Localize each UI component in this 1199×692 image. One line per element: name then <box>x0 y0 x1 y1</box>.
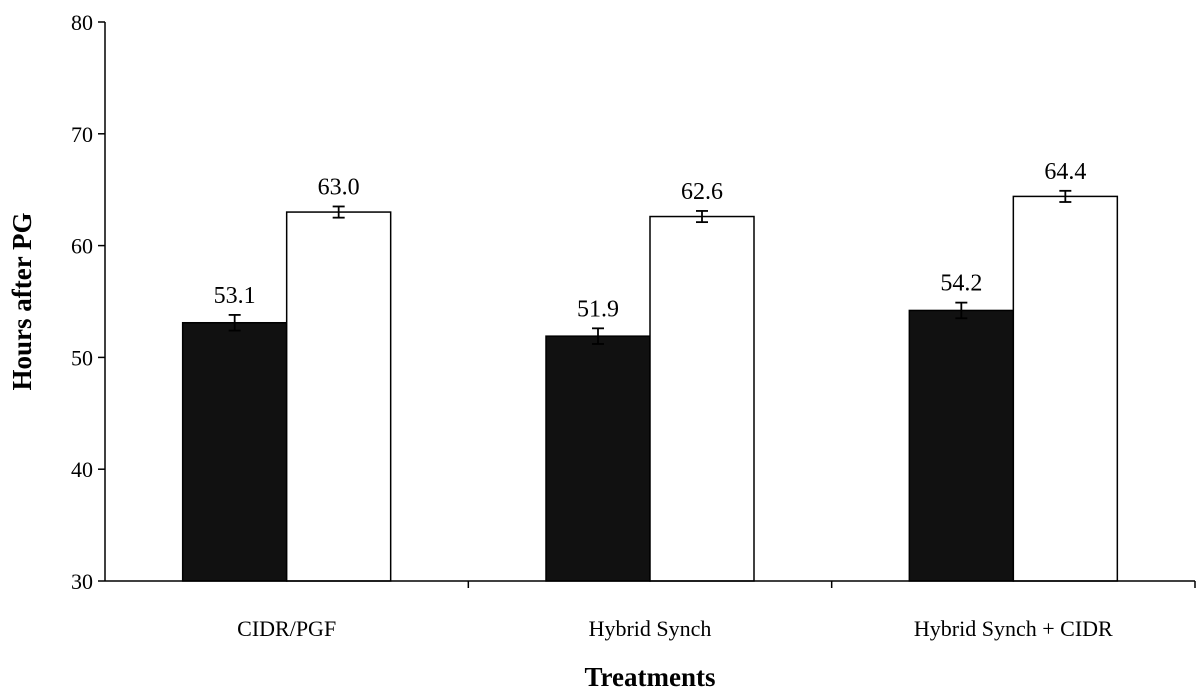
x-tick-label: Hybrid Synch <box>589 616 712 641</box>
data-label: 54.2 <box>940 271 982 297</box>
y-tick-label: 30 <box>71 569 93 594</box>
data-label: 64.4 <box>1044 159 1086 185</box>
x-tick-label: Hybrid Synch + CIDR <box>914 616 1113 641</box>
y-tick-label: 80 <box>71 10 93 35</box>
data-labels: 53.1 63.0 51.9 62.6 54.2 64.4 <box>214 159 1087 323</box>
bar <box>908 309 1015 582</box>
bar <box>649 215 755 582</box>
y-tick-label: 50 <box>71 345 93 370</box>
y-tick-label: 70 <box>71 122 93 147</box>
bar <box>181 321 288 582</box>
y-axis-ticks: 30 40 50 60 70 80 <box>71 10 105 594</box>
bar <box>545 335 651 582</box>
bars <box>181 195 1119 582</box>
bar <box>285 211 392 582</box>
y-tick-label: 60 <box>71 234 93 259</box>
y-tick-label: 40 <box>71 457 93 482</box>
error-bars <box>228 189 1072 345</box>
data-label: 53.1 <box>214 283 256 309</box>
data-label: 63.0 <box>318 174 360 200</box>
data-label: 51.9 <box>577 296 619 322</box>
x-axis-ticks: CIDR/PGF Hybrid Synch Hybrid Synch + CIDR <box>237 581 1196 641</box>
bar <box>1012 195 1119 582</box>
x-axis-title: Treatments <box>585 662 716 692</box>
y-axis-title: Hours after PG <box>7 213 37 391</box>
x-tick-label: CIDR/PGF <box>237 616 336 641</box>
data-label: 62.6 <box>681 179 723 205</box>
